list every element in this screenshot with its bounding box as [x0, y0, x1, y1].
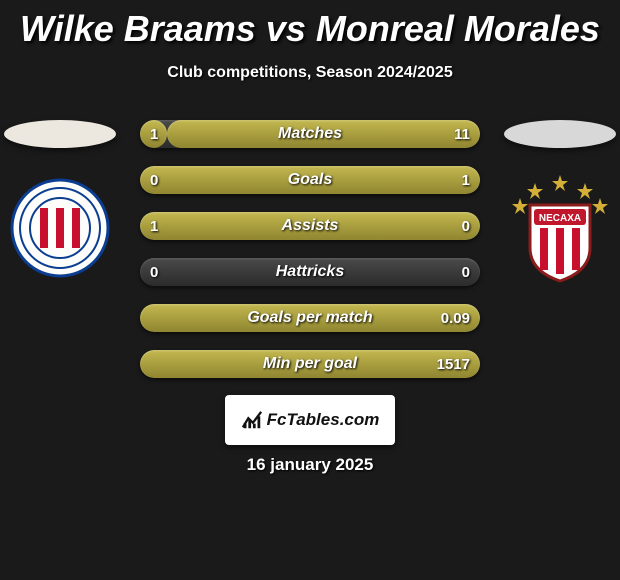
stat-value-right: 0: [462, 212, 470, 240]
chivas-crest-icon: [10, 178, 110, 278]
bar-fill-right: [140, 350, 480, 378]
right-banner-ellipse: [504, 120, 616, 148]
bar-fill-left: [140, 212, 480, 240]
chart-icon: [241, 409, 263, 431]
stat-row: 0.09Goals per match: [140, 304, 480, 332]
stat-label: Hattricks: [140, 258, 480, 286]
stat-row: 01Goals: [140, 166, 480, 194]
bar-fill-right: [167, 120, 480, 148]
stat-row: 0 0Hattricks: [140, 258, 480, 286]
stat-row: 10Assists: [140, 212, 480, 240]
footer-brand[interactable]: FcTables.com: [225, 395, 395, 445]
stat-value-right: 0: [462, 258, 470, 286]
stat-value-right: 11: [454, 120, 470, 148]
bar-fill-right: [140, 304, 480, 332]
right-club-crest: NECAXA: [510, 178, 610, 278]
stats-bars: 111Matches01Goals10Assists00Hattricks0.0…: [140, 120, 480, 378]
stat-value-right: 0.09: [441, 304, 470, 332]
stat-value-left: 0: [150, 166, 158, 194]
subtitle: Club competitions, Season 2024/2025: [0, 64, 620, 82]
stat-value-right: 1: [462, 166, 470, 194]
necaxa-crest-icon: NECAXA: [510, 173, 610, 283]
stat-value-left: 0: [150, 258, 158, 286]
left-club-crest: [10, 178, 110, 278]
left-banner-ellipse: [4, 120, 116, 148]
stat-value-left: 1: [150, 212, 158, 240]
stat-value-left: 1: [150, 120, 158, 148]
stat-row: 111Matches: [140, 120, 480, 148]
date-line: 16 january 2025: [0, 455, 620, 475]
bar-fill-right: [140, 166, 480, 194]
stat-row: 1517Min per goal: [140, 350, 480, 378]
footer-brand-text: FcTables.com: [267, 410, 380, 430]
svg-text:NECAXA: NECAXA: [539, 213, 581, 224]
page-title: Wilke Braams vs Monreal Morales: [0, 0, 620, 50]
left-player-column: [0, 120, 120, 278]
right-player-column: NECAXA: [500, 120, 620, 278]
stat-value-right: 1517: [437, 350, 470, 378]
